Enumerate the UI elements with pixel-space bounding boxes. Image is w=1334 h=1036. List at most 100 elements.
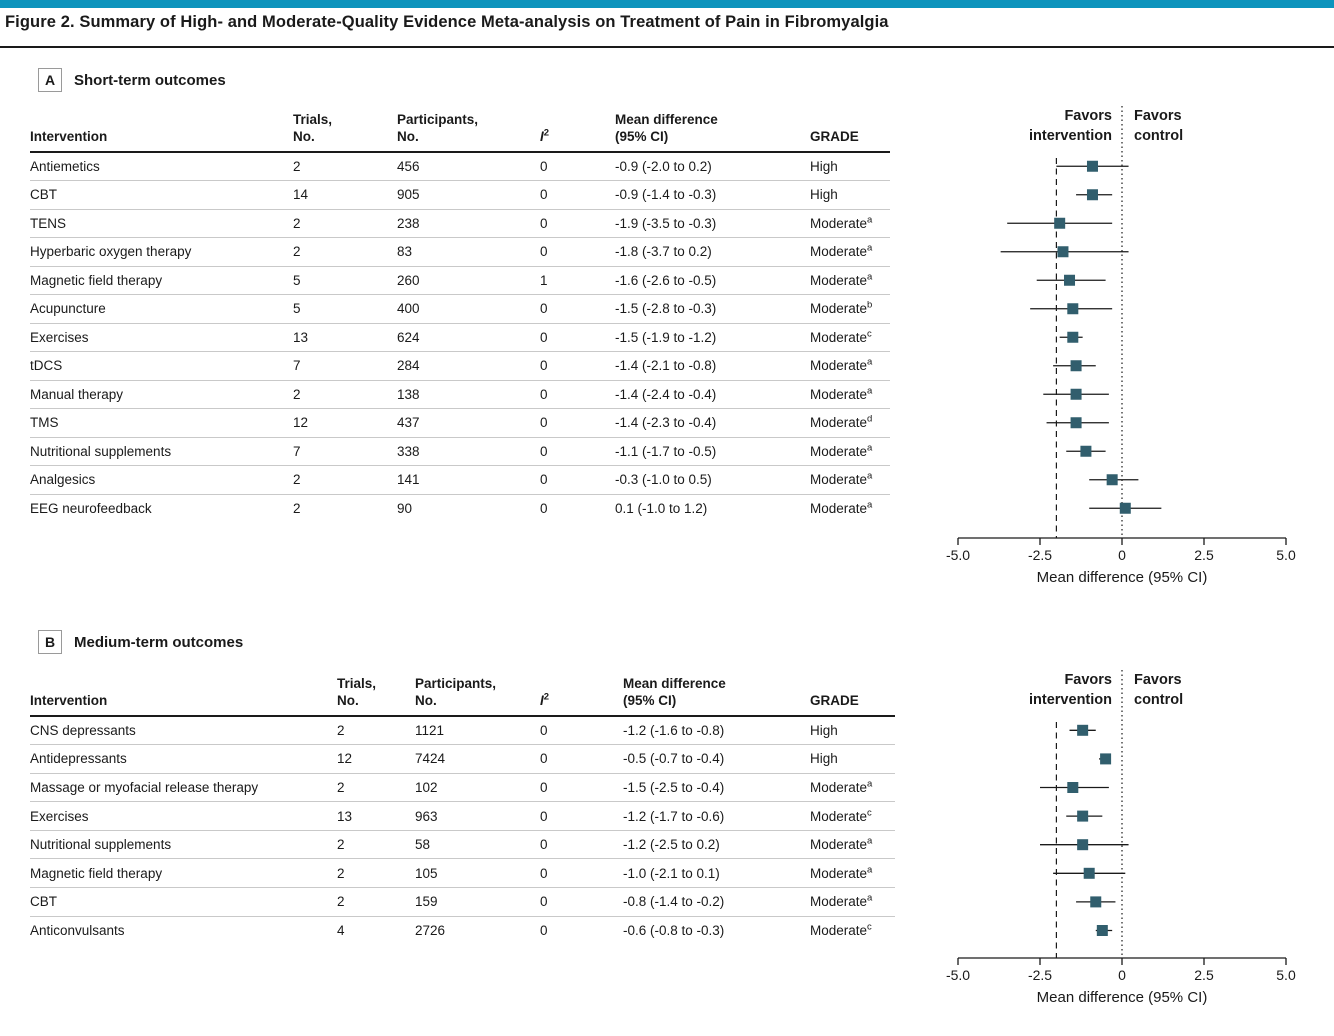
effect-marker <box>1057 246 1069 258</box>
cell-md_text: -1.2 (-1.6 to -0.8) <box>623 716 810 746</box>
cell-i2: 0 <box>540 351 615 381</box>
cell-grade: Moderatea <box>810 887 895 917</box>
cell-md_text: -0.9 (-2.0 to 0.2) <box>615 152 810 181</box>
cell-trials: 7 <box>293 351 397 381</box>
panel-b-forest-plot: Favors intervention Favors control -5.0 -2.5 0… <box>946 670 1296 1006</box>
table-row: Nutritional supplements 2 58 0 -1.2 (-2.5 to… <box>30 830 895 860</box>
cell-grade: High <box>810 152 890 181</box>
table-row: Massage or myofacial release therapy 2 102… <box>30 773 895 803</box>
cell-intervention: Manual therapy <box>30 380 293 409</box>
column-header-row: Intervention Trials, No. Participants, No. I2… <box>30 100 890 153</box>
panel-a-header: A Short-term outcomes <box>38 68 226 92</box>
favors-intervention-label: Favors intervention <box>1029 108 1112 144</box>
cell-i2: 0 <box>540 858 623 889</box>
cell-intervention: EEG neurofeedback <box>30 501 152 516</box>
cell-intervention: Antiemetics <box>30 152 293 181</box>
cell-trials: 2 <box>293 501 301 516</box>
favors-control-label: Favors control <box>1134 672 1183 708</box>
cell-i2: 0 <box>540 887 623 917</box>
cell-md_text: -1.4 (-2.3 to -0.4) <box>615 408 810 438</box>
cell-i2: 0 <box>540 716 623 746</box>
tick-label: 5.0 <box>1276 967 1296 983</box>
cell-trials: 2 <box>337 887 415 917</box>
table-row: Manual therapy 2 138 0 -1.4 (-2.4 to -0.4) Mo… <box>30 380 890 409</box>
tick-label: 2.5 <box>1194 547 1214 563</box>
table-row: CBT 14 905 0 -0.9 (-1.4 to -0.3) High <box>30 180 890 210</box>
effect-marker <box>1067 782 1079 793</box>
cell-trials: 2 <box>293 465 397 495</box>
panel-b-label: B <box>38 630 62 654</box>
cell-trials: 7 <box>293 437 397 466</box>
cell-grade: High <box>810 744 895 774</box>
effect-marker <box>1077 810 1089 822</box>
x-axis-title: Mean difference (95% CI) <box>1037 569 1208 586</box>
cell-intervention: Magnetic field therapy <box>30 266 293 295</box>
effect-marker <box>1077 724 1089 736</box>
panel-a-forest-plot: Favors intervention Favors control -5.0 -2.5 0… <box>946 106 1296 586</box>
cell-intervention: Magnetic field therapy <box>30 858 337 889</box>
cell-intervention: CBT <box>30 887 337 917</box>
tick-label: 5.0 <box>1276 547 1296 563</box>
effect-marker <box>1086 189 1098 201</box>
cell-intervention: Acupuncture <box>30 294 293 324</box>
cell-md_text: -1.9 (-3.5 to -0.3) <box>615 209 810 238</box>
cell-grade: Moderatea <box>810 209 890 238</box>
cell-participants: 456 <box>397 152 540 181</box>
panel-a-heading: Short-term outcomes <box>74 71 226 89</box>
cell-trials: 12 <box>337 744 415 774</box>
effect-marker <box>1119 502 1131 514</box>
cell-intervention: Analgesics <box>30 465 293 495</box>
cell-trials: 2 <box>337 858 415 889</box>
cell-intervention: Nutritional supplements <box>30 437 293 466</box>
cell-participants: 7424 <box>415 744 540 774</box>
table-row: Exercises 13 624 0 -1.5 (-1.9 to -1.2) Modera… <box>30 323 890 352</box>
cell-intervention: tDCS <box>30 351 293 381</box>
cell-trials: 2 <box>293 209 397 238</box>
table-row: Antidepressants 12 7424 0 -0.5 (-0.7 to -0.4… <box>30 744 895 774</box>
cell-trials: 12 <box>293 408 397 438</box>
cell-participants: 624 <box>397 323 540 352</box>
column-header-grade: GRADE <box>810 664 895 717</box>
tick-label: -2.5 <box>1028 967 1052 983</box>
cell-md_text: -1.4 (-2.4 to -0.4) <box>615 380 810 409</box>
panel-b-table: Intervention Trials, No. Participants, No. I2… <box>30 664 895 945</box>
table-row: CBT 2 159 0 -0.8 (-1.4 to -0.2) Moderatea <box>30 887 895 917</box>
cell-md_text: -1.2 (-1.7 to -0.6) <box>623 801 810 831</box>
cell-participants: 905 <box>397 180 540 210</box>
cell-intervention: TENS <box>30 209 293 238</box>
effect-marker <box>1070 388 1082 400</box>
cell-i2: 0 <box>540 323 615 352</box>
cell-grade: High <box>810 180 890 210</box>
tick-label: -5.0 <box>946 547 970 563</box>
effect-marker <box>1067 331 1079 343</box>
cell-intervention: CBT <box>30 180 293 210</box>
table-row: Antiemetics 2 456 0 -0.9 (-2.0 to 0.2) High <box>30 152 890 181</box>
table-row: Nutritional supplements 7 338 0 -1.1 (-1.7 t… <box>30 437 890 466</box>
cell-grade: Moderatea <box>810 465 890 495</box>
cell-md_text: -1.1 (-1.7 to -0.5) <box>615 437 810 466</box>
effect-marker <box>1080 445 1092 457</box>
column-header-i2: I2 <box>540 100 615 153</box>
column-header-intervention: Intervention <box>30 664 337 717</box>
panel-a-table: Intervention Trials, No. Participants, No. I2… <box>30 100 890 523</box>
table-row: Analgesics 2 141 0 -0.3 (-1.0 to 0.5) Moderat… <box>30 465 890 495</box>
cell-participants: 260 <box>397 266 540 295</box>
cell-trials: 14 <box>293 180 397 210</box>
cell-trials: 2 <box>337 716 415 746</box>
cell-i2: 0 <box>540 923 548 939</box>
cell-grade: Moderatea <box>810 380 890 409</box>
x-axis-title: Mean difference (95% CI) <box>1037 989 1208 1006</box>
cell-md_text: -0.5 (-0.7 to -0.4) <box>623 744 810 774</box>
effect-marker <box>1070 360 1082 372</box>
panel-a-label: A <box>38 68 62 92</box>
cell-intervention: CNS depressants <box>30 716 337 746</box>
table-row: TENS 2 238 0 -1.9 (-3.5 to -0.3) Moderatea <box>30 209 890 238</box>
effect-marker <box>1070 417 1082 429</box>
cell-i2: 1 <box>540 266 615 295</box>
favors-control-label: Favors control <box>1134 108 1183 144</box>
cell-i2: 0 <box>540 830 623 860</box>
effect-marker <box>1067 303 1079 315</box>
effect-marker <box>1106 474 1118 486</box>
cell-trials: 2 <box>337 773 415 803</box>
